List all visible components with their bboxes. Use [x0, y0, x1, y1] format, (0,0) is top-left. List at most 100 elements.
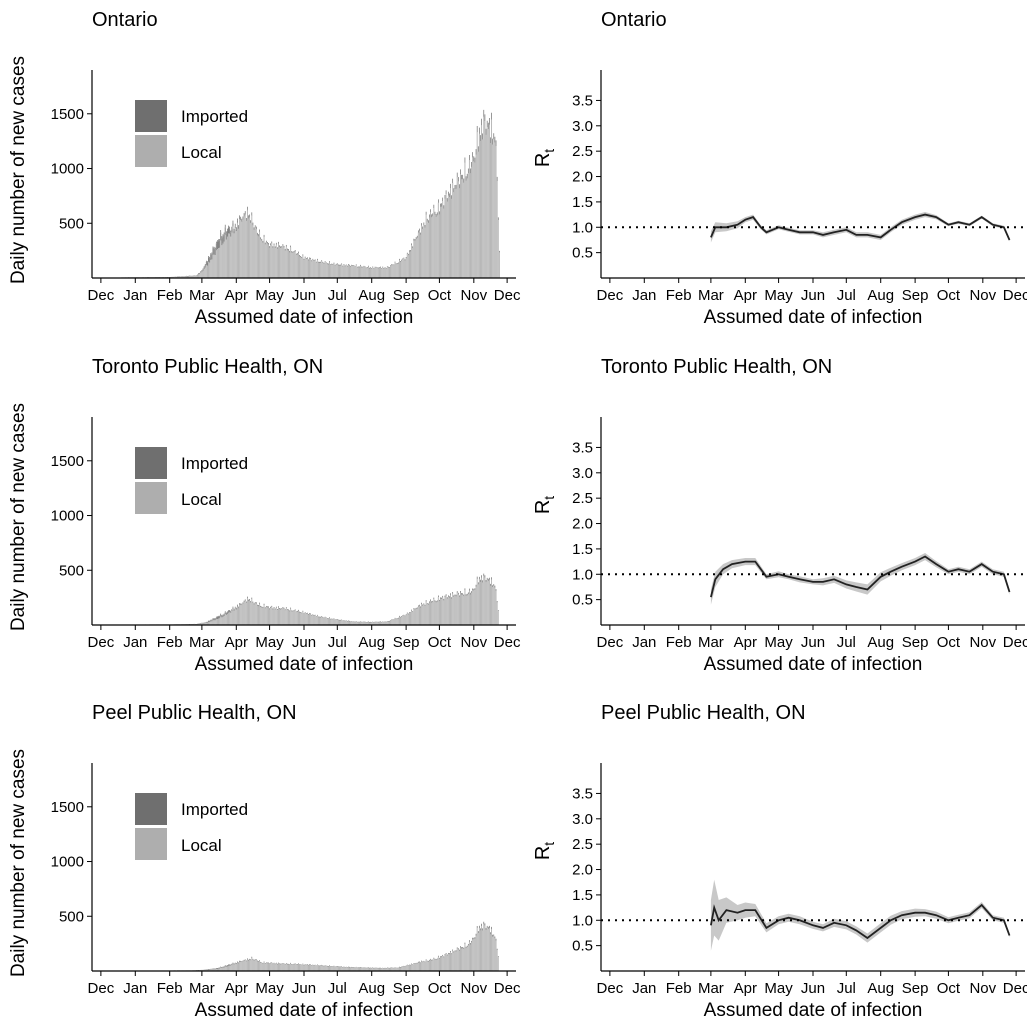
legend-swatch-imported — [135, 793, 167, 825]
bar-local — [461, 179, 462, 278]
bar-local — [266, 607, 267, 625]
bar-local — [452, 183, 453, 278]
x-tick-label: Feb — [157, 287, 183, 304]
bar-imported — [214, 248, 215, 254]
bar-local — [299, 256, 300, 278]
x-tick-label: Jan — [632, 634, 656, 651]
bar-local — [406, 258, 407, 278]
x-tick-label: Sep — [393, 634, 420, 651]
bar-local — [320, 966, 321, 971]
bar-local — [481, 578, 482, 625]
bar-local — [493, 586, 494, 625]
bar-local — [328, 265, 329, 278]
bar-local — [364, 267, 365, 278]
bar-local — [307, 259, 308, 278]
x-tick-label: Jun — [292, 287, 316, 304]
bar-local — [317, 965, 318, 971]
bar-local — [411, 964, 412, 971]
bar-imported — [213, 248, 214, 255]
bar-local — [246, 221, 247, 278]
bar-local — [331, 265, 332, 278]
bar-local — [339, 621, 340, 625]
bar-local — [411, 611, 412, 625]
bar-local — [499, 252, 500, 278]
bar-local — [275, 610, 276, 625]
x-tick-label: Dec — [597, 980, 624, 997]
bar-local — [328, 967, 329, 971]
bar-local — [281, 248, 282, 278]
bar-local — [488, 929, 489, 971]
bar-local — [235, 609, 236, 625]
bar-local — [286, 247, 287, 278]
bar-local — [240, 605, 241, 625]
bar-local — [267, 608, 268, 625]
bar-local — [275, 964, 276, 971]
bar-imported — [201, 271, 202, 272]
bar-imported — [234, 231, 235, 233]
bar-local — [446, 954, 447, 971]
bar-local — [216, 250, 217, 278]
bar-local — [272, 610, 273, 625]
bar-local — [325, 966, 326, 971]
bar-local — [456, 596, 457, 625]
bar-local — [474, 590, 475, 625]
bar-local — [334, 619, 335, 625]
bar-local — [208, 262, 209, 278]
bar-local — [350, 267, 351, 278]
bar-imported — [215, 619, 216, 621]
bar-imported — [207, 622, 208, 623]
bar-local — [491, 929, 492, 971]
bar-local — [496, 146, 497, 278]
bar-local — [216, 619, 217, 625]
x-tick-label: May — [255, 634, 284, 651]
x-tick-label: Dec — [1003, 980, 1027, 997]
bar-local — [351, 266, 352, 278]
bar-local — [299, 613, 300, 625]
bar-local — [450, 952, 451, 971]
panel-5: Peel Public Health, ONImportedLocal50010… — [8, 702, 521, 1021]
bar-local — [449, 197, 450, 278]
bar-local — [292, 253, 293, 278]
legend-swatch-imported — [135, 100, 167, 132]
bar-local — [200, 273, 201, 278]
bar-local — [270, 963, 271, 971]
bar-imported — [223, 236, 224, 243]
bar-local — [285, 965, 286, 971]
bar-local — [284, 964, 285, 971]
bar-local — [317, 260, 318, 278]
bar-imported — [224, 235, 225, 242]
bar-local — [372, 267, 373, 278]
bar-local — [362, 268, 363, 278]
y-axis-label: Rt — [532, 842, 557, 860]
bar-local — [401, 617, 402, 625]
bar-imported — [235, 226, 236, 228]
bar-local — [316, 966, 317, 971]
x-tick-label: Aug — [867, 634, 894, 651]
legend-label-local: Local — [181, 143, 222, 162]
bar-local — [482, 931, 483, 971]
bar-local — [259, 232, 260, 278]
bar-local — [407, 254, 408, 278]
bar-local — [336, 265, 337, 278]
bar-local — [247, 598, 248, 625]
bar-local — [228, 966, 229, 971]
bar-imported — [214, 619, 215, 621]
bar-local — [420, 963, 421, 971]
bar-local — [233, 227, 234, 278]
bar-local — [244, 961, 245, 971]
bar-local — [228, 613, 229, 625]
bar-imported — [211, 254, 212, 260]
bar-local — [277, 965, 278, 971]
bar-imported — [213, 619, 214, 620]
bar-local — [457, 593, 458, 625]
bar-local — [328, 619, 329, 625]
panel-title: Toronto Public Health, ON — [601, 356, 832, 378]
bar-local — [219, 618, 220, 625]
y-tick-label: 1500 — [51, 453, 84, 470]
bar-local — [425, 228, 426, 278]
bar-local — [429, 603, 430, 625]
bar-local — [296, 965, 297, 971]
bar-local — [315, 616, 316, 625]
bar-imported — [227, 966, 228, 967]
bar-local — [368, 267, 369, 278]
